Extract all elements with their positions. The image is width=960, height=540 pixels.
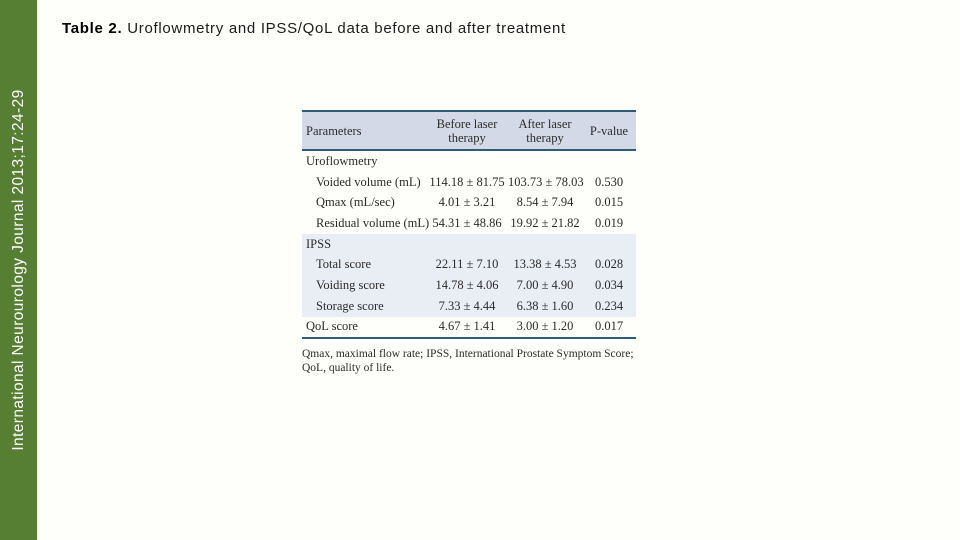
- cell-after: 19.92 ± 21.82: [510, 215, 580, 230]
- table-row: Voiding score 14.78 ± 4.06 7.00 ± 4.90 0…: [302, 275, 636, 296]
- column-header-before: Before laser therapy: [436, 116, 498, 145]
- cell-before: 4.01 ± 3.21: [438, 195, 496, 210]
- table-body: Uroflowmetry Voided volume (mL) 114.18 ±…: [302, 151, 636, 340]
- table-row: Total score 22.11 ± 7.10 13.38 ± 4.53 0.…: [302, 254, 636, 276]
- table-row: Uroflowmetry: [302, 151, 636, 172]
- row-label: Uroflowmetry: [306, 153, 378, 168]
- table-row: Residual volume (mL) 54.31 ± 48.86 19.92…: [302, 213, 636, 234]
- cell-pvalue: 0.028: [594, 257, 624, 272]
- table-header-row: Parameters Before laser therapy After la…: [302, 110, 636, 151]
- table-row: Qmax (mL/sec) 4.01 ± 3.21 8.54 ± 7.94 0.…: [302, 192, 636, 214]
- cell-pvalue: 0.530: [594, 174, 624, 189]
- cell-pvalue: 0.019: [594, 215, 624, 230]
- row-label: Storage score: [316, 298, 384, 313]
- cell-before: 4.67 ± 1.41: [438, 319, 496, 334]
- row-label: Voiding score: [316, 277, 385, 292]
- table-row: Voided volume (mL) 114.18 ± 81.75 103.73…: [302, 171, 636, 193]
- cell-after: 13.38 ± 4.53: [513, 257, 577, 272]
- cell-pvalue: 0.015: [594, 195, 624, 210]
- row-label: Total score: [316, 257, 372, 272]
- table-row: IPSS: [302, 233, 636, 255]
- table-row: QoL score 4.67 ± 1.41 3.00 ± 1.20 0.017: [302, 316, 636, 338]
- cell-after: 3.00 ± 1.20: [516, 319, 574, 334]
- table-number-label: Table 2.: [62, 20, 123, 37]
- table-footnote: Qmax, maximal flow rate; IPSS, Internati…: [302, 348, 634, 375]
- table-row: Storage score 7.33 ± 4.44 6.38 ± 1.60 0.…: [302, 295, 636, 317]
- row-label: QoL score: [306, 319, 358, 334]
- column-header-parameters: Parameters: [306, 123, 362, 138]
- cell-before: 54.31 ± 48.86: [432, 215, 502, 230]
- row-label: IPSS: [306, 236, 332, 251]
- cell-after: 8.54 ± 7.94: [516, 195, 574, 210]
- cell-pvalue: 0.017: [594, 319, 624, 334]
- column-header-pvalue: P-value: [589, 123, 629, 138]
- cell-after: 6.38 ± 1.60: [516, 298, 574, 313]
- data-table: Parameters Before laser therapy After la…: [302, 110, 636, 375]
- row-label: Qmax (mL/sec): [316, 195, 395, 210]
- table-title-text: Uroflowmetry and IPSS/QoL data before an…: [122, 20, 566, 37]
- slide-title: Table 2. Uroflowmetry and IPSS/QoL data …: [62, 20, 566, 37]
- journal-citation: International Neurourology Journal 2013;…: [10, 89, 27, 451]
- cell-pvalue: 0.034: [594, 277, 624, 292]
- cell-before: 14.78 ± 4.06: [435, 277, 499, 292]
- journal-sidebar-bar: International Neurourology Journal 2013;…: [0, 0, 37, 540]
- column-header-after: After laser therapy: [518, 116, 572, 145]
- row-label: Residual volume (mL): [316, 215, 430, 230]
- cell-before: 7.33 ± 4.44: [438, 298, 496, 313]
- row-label: Voided volume (mL): [316, 174, 421, 189]
- cell-after: 103.73 ± 78.03: [508, 174, 584, 189]
- cell-before: 114.18 ± 81.75: [429, 174, 505, 189]
- cell-after: 7.00 ± 4.90: [516, 277, 574, 292]
- cell-pvalue: 0.234: [594, 298, 624, 313]
- cell-before: 22.11 ± 7.10: [435, 257, 499, 272]
